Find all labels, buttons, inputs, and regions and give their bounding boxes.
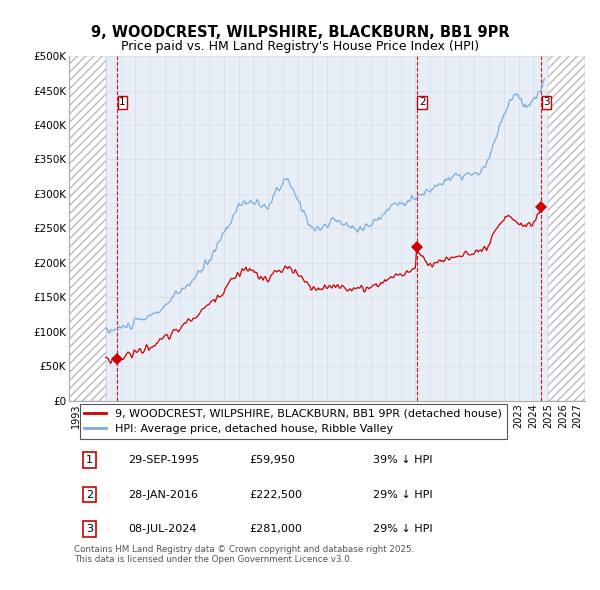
Bar — [548, 56, 585, 401]
Text: 29% ↓ HPI: 29% ↓ HPI — [373, 490, 433, 500]
Text: Contains HM Land Registry data © Crown copyright and database right 2025.
This d: Contains HM Land Registry data © Crown c… — [74, 545, 415, 564]
Text: 29% ↓ HPI: 29% ↓ HPI — [373, 524, 433, 534]
Text: 28-JAN-2016: 28-JAN-2016 — [128, 490, 199, 500]
Text: £222,500: £222,500 — [250, 490, 302, 500]
Text: 08-JUL-2024: 08-JUL-2024 — [128, 524, 197, 534]
Text: £59,950: £59,950 — [250, 455, 295, 465]
Text: 1: 1 — [86, 455, 93, 465]
Text: 3: 3 — [543, 97, 550, 107]
Text: 3: 3 — [86, 524, 93, 534]
Text: Price paid vs. HM Land Registry's House Price Index (HPI): Price paid vs. HM Land Registry's House … — [121, 40, 479, 53]
Text: 9, WOODCREST, WILPSHIRE, BLACKBURN, BB1 9PR: 9, WOODCREST, WILPSHIRE, BLACKBURN, BB1 … — [91, 25, 509, 40]
Text: 2: 2 — [419, 97, 425, 107]
Text: 29-SEP-1995: 29-SEP-1995 — [128, 455, 199, 465]
Text: 2: 2 — [86, 490, 93, 500]
Text: 1: 1 — [119, 97, 126, 107]
Text: 39% ↓ HPI: 39% ↓ HPI — [373, 455, 433, 465]
Text: £281,000: £281,000 — [250, 524, 302, 534]
Legend: 9, WOODCREST, WILPSHIRE, BLACKBURN, BB1 9PR (detached house), HPI: Average price: 9, WOODCREST, WILPSHIRE, BLACKBURN, BB1 … — [80, 404, 506, 438]
Bar — [69, 56, 106, 401]
